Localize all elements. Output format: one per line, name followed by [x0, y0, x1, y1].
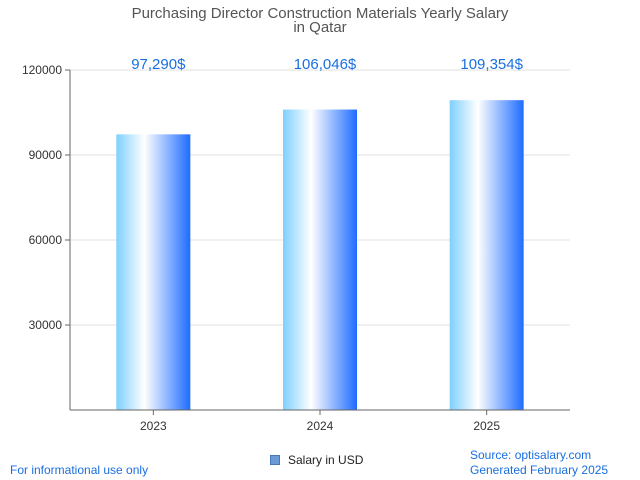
y-tick-label: 120000 — [22, 63, 62, 77]
source-block: Source: optisalary.com Generated Februar… — [470, 448, 608, 478]
x-tick-label-2024: 2024 — [307, 419, 334, 433]
y-tick-label: 60000 — [29, 233, 63, 247]
chart-title-line-2: in Qatar — [293, 19, 346, 36]
x-tick-label-2023: 2023 — [140, 419, 167, 433]
y-tick-label: 30000 — [29, 318, 63, 332]
value-label-2024: 106,046$ — [294, 56, 357, 73]
bar-2025 — [449, 100, 524, 410]
x-tick-label-2025: 2025 — [473, 419, 500, 433]
chart-title-line-1: Purchasing Director Construction Materia… — [132, 5, 509, 22]
generated-date-text: Generated February 2025 — [470, 463, 609, 477]
legend-swatch — [270, 455, 280, 465]
legend: Salary in USD — [270, 453, 363, 467]
bar-2023 — [116, 134, 191, 410]
source-text: Source: optisalary.com — [470, 448, 592, 462]
disclaimer-text: For informational use only — [10, 463, 149, 477]
legend-label: Salary in USD — [288, 453, 364, 467]
axes: 30000 60000 90000 120000 2023 2024 2025 — [22, 63, 570, 433]
bar-2024 — [283, 109, 357, 411]
bars: 97,290$ 106,046$ 109,354$ — [116, 56, 524, 411]
value-label-2025: 109,354$ — [460, 56, 523, 73]
value-label-2023: 97,290$ — [131, 56, 186, 73]
y-tick-label: 90000 — [29, 148, 63, 162]
